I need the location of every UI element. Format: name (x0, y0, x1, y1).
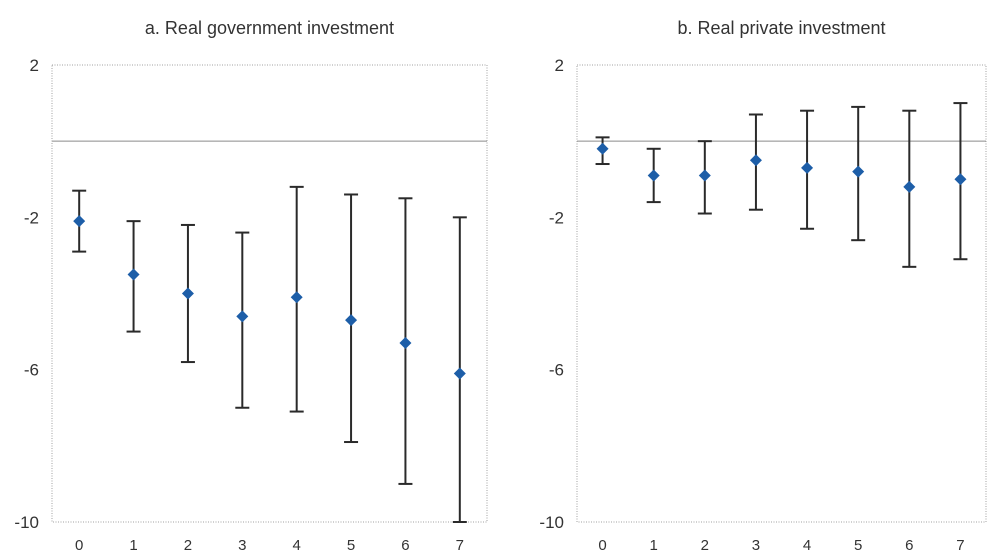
x-tick-label: 3 (238, 537, 246, 554)
data-point-marker (903, 180, 916, 193)
panel-government-investment: a. Real government investment 2 -2 -6 -10 0 1 2… (14, 18, 488, 554)
x-tick-label: 4 (803, 537, 811, 554)
data-point-marker (73, 215, 86, 228)
data-point-marker (647, 169, 660, 182)
data-point-marker (852, 165, 865, 178)
x-tick-label: 6 (905, 537, 913, 554)
data-point-marker (749, 154, 762, 167)
data-point-marker (453, 367, 466, 380)
data-point-marker (596, 142, 609, 155)
y-tick-label: -6 (549, 361, 564, 380)
x-tick-label: 0 (598, 537, 606, 554)
y-tick-label: -6 (24, 361, 39, 380)
panel-title: a. Real government investment (145, 18, 394, 38)
plot-frame (576, 64, 987, 523)
x-tick-label: 6 (401, 537, 409, 554)
y-tick-label: -2 (549, 208, 564, 227)
x-tick-label: 4 (293, 537, 301, 554)
data-point-marker (181, 287, 194, 300)
x-tick-label: 5 (854, 537, 862, 554)
x-tick-label: 0 (75, 537, 83, 554)
y-tick-label: -2 (24, 208, 39, 227)
x-tick-label: 2 (184, 537, 192, 554)
data-point-marker (290, 291, 303, 304)
y-tick-label: -10 (14, 513, 39, 532)
data-point-marker (127, 268, 140, 281)
x-tick-label: 1 (129, 537, 137, 554)
x-tick-label: 7 (456, 537, 464, 554)
data-point-marker (801, 161, 814, 174)
data-point-marker (345, 314, 358, 327)
x-tick-label: 5 (347, 537, 355, 554)
y-tick-label: 2 (30, 56, 39, 75)
x-tick-label: 7 (956, 537, 964, 554)
y-tick-label: 2 (555, 56, 564, 75)
x-tick-label: 1 (650, 537, 658, 554)
data-point-marker (698, 169, 711, 182)
x-tick-label: 2 (701, 537, 709, 554)
panel-title: b. Real private investment (677, 18, 885, 38)
panel-private-investment: b. Real private investment 2 -2 -6 -10 0 1 2 3 4 5… (539, 18, 987, 554)
x-tick-label: 3 (752, 537, 760, 554)
y-tick-label: -10 (539, 513, 564, 532)
plot-frame (51, 64, 488, 523)
data-point-marker (954, 173, 967, 186)
data-point-marker (236, 310, 249, 323)
data-point-marker (399, 337, 412, 350)
